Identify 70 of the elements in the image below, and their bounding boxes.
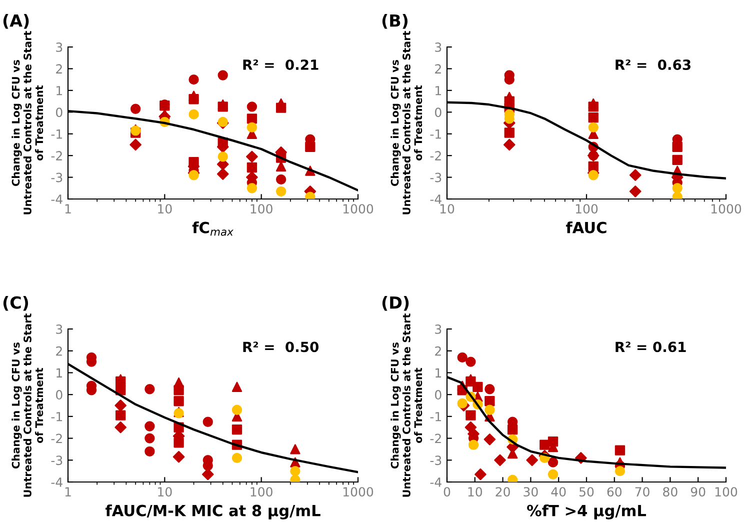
y-tick-label: 2	[56, 64, 62, 74]
x-tick-label: 100	[250, 204, 272, 214]
y-tick-label: -3	[430, 456, 442, 466]
y-tick-label: -3	[430, 172, 442, 182]
y-axis-title: Change in Log CFU vs Untreated Controls at the Start of Treatment	[12, 31, 44, 214]
y-tick-label: -1	[51, 412, 62, 422]
y-axis-title: Change in Log CFU vs Untreated Controls at the Start of Treatment	[390, 31, 422, 214]
y-tick-label: 1	[436, 86, 441, 96]
y-tick-label: 3	[435, 42, 442, 52]
x-tick-label: 70	[635, 487, 650, 497]
x-tick-label: 1	[65, 487, 71, 496]
y-tick-label: 3	[56, 324, 62, 334]
y-tick-label: -4	[430, 194, 442, 204]
x-tick-label: 1	[65, 204, 71, 214]
x-tick-label: 10	[158, 204, 172, 214]
y-tick-label: -2	[430, 151, 441, 160]
x-tick-label: 100	[715, 487, 738, 497]
x-axis-title: fC$_{max}$	[192, 222, 234, 236]
x-tick-label: 10	[158, 487, 172, 497]
y-tick-label: 2	[56, 346, 62, 356]
x-axis-title: %fT >4 μg/mL	[527, 504, 646, 520]
y-tick-label: 2	[435, 64, 441, 74]
x-tick-label: 80	[663, 487, 678, 497]
chart-title: (A)	[3, 14, 29, 29]
y-tick-label: -4	[51, 478, 62, 487]
y-tick-label: 3	[435, 324, 442, 334]
x-axis-title: fAUC/M-K MIC at 8 μg/mL	[105, 504, 320, 520]
y-tick-label: -4	[430, 478, 442, 487]
x-tick-label: 40	[551, 487, 566, 497]
y-tick-label: -3	[51, 456, 62, 466]
chart-title: (B)	[382, 14, 408, 29]
annotation: R² = 0.61	[616, 342, 686, 352]
x-tick-label: 60	[607, 487, 622, 497]
y-axis-title: Change in Log CFU vs Untreated Controls at the Start of Treatment	[390, 314, 422, 497]
y-tick-label: -2	[51, 151, 62, 160]
y-tick-label: 0	[56, 390, 62, 400]
y-tick-label: -1	[430, 412, 441, 422]
y-tick-label: 3	[56, 42, 62, 52]
x-tick-label: 100	[250, 487, 272, 497]
x-axis-title: fAUC	[566, 222, 606, 234]
x-tick-label: 10	[440, 204, 454, 214]
y-tick-label: -2	[430, 434, 441, 444]
x-tick-label: 20	[496, 487, 510, 497]
x-tick-label: 30	[524, 487, 538, 497]
x-tick-label: 100	[576, 204, 598, 214]
y-axis-title: Change in Log CFU vs Untreated Controls at the Start of Treatment	[12, 314, 44, 497]
x-tick-label: 10	[468, 487, 482, 497]
y-tick-label: 1	[56, 86, 62, 96]
x-tick-label: 1000	[343, 204, 374, 214]
annotation: R² = 0.21	[243, 59, 318, 70]
y-tick-label: 0	[56, 108, 62, 118]
chart-title: (C)	[3, 296, 28, 311]
y-tick-label: -4	[51, 194, 62, 204]
y-tick-label: -1	[430, 129, 441, 139]
annotation: R² = 0.50	[243, 342, 319, 352]
x-tick-label: 0	[444, 487, 450, 497]
y-tick-label: 2	[435, 346, 441, 356]
chart-title: (D)	[382, 296, 409, 311]
x-tick-label: 1000	[711, 204, 742, 214]
x-tick-label: 90	[690, 487, 706, 497]
y-tick-label: 1	[436, 368, 441, 378]
x-tick-label: 1000	[343, 487, 374, 497]
y-tick-label: 0	[435, 390, 442, 400]
y-tick-label: 0	[435, 108, 442, 118]
annotation: R² = 0.63	[616, 59, 690, 70]
y-tick-label: -1	[51, 129, 62, 139]
y-tick-label: 1	[56, 368, 62, 378]
y-tick-label: -3	[51, 172, 62, 182]
y-tick-label: -2	[51, 434, 62, 444]
x-tick-label: 50	[580, 487, 594, 497]
